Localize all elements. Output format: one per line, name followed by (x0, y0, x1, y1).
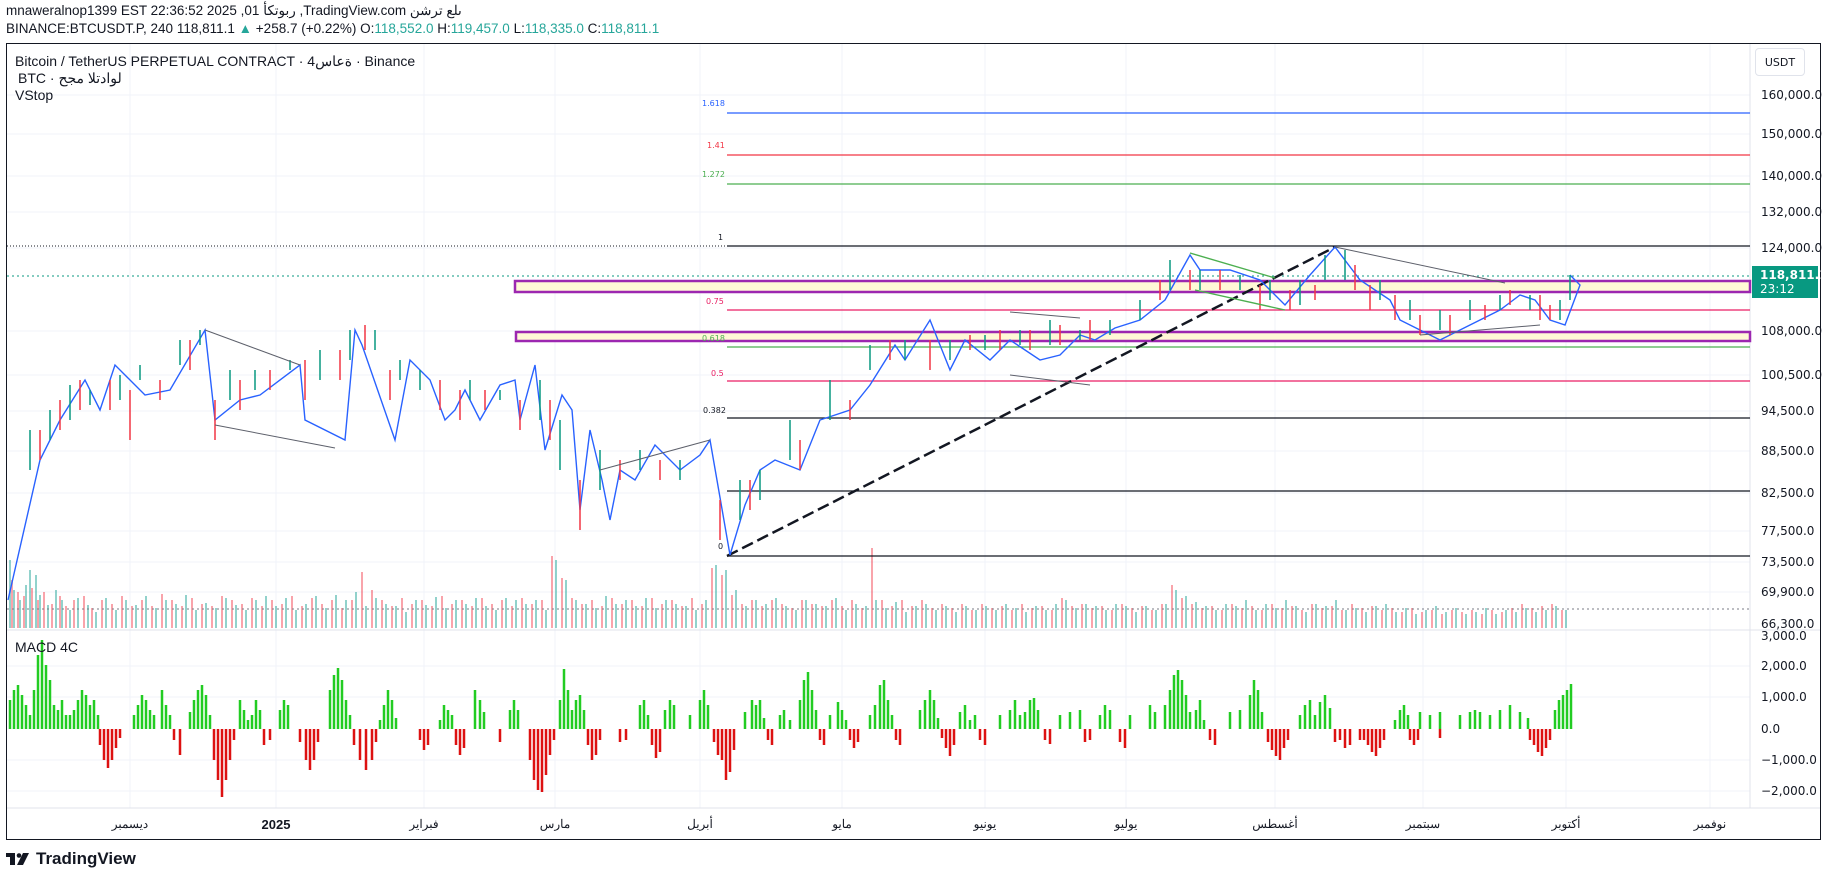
publish-info: mnaweralnop1399 EST 22:36:52 2025 ,01 رب… (6, 3, 462, 18)
macd-tick: 3,000.0 (1761, 629, 1807, 643)
price-tick: 66,300.0 (1761, 617, 1815, 631)
time-tick: أبريل (687, 817, 713, 831)
price-tick: 132,000.0 (1761, 205, 1823, 219)
price-change: +258.7 (+0.22%) (255, 21, 357, 36)
macd-tick: 1,000.0 (1761, 690, 1807, 704)
time-tick: سبتمبر (1405, 817, 1441, 831)
macd-histogram (8, 640, 1573, 797)
price-tick: 94,500.0 (1761, 404, 1815, 418)
current-price-value: 118,811.1 (1760, 268, 1828, 282)
time-tick: فبراير (409, 817, 439, 831)
currency-button[interactable]: USDT (1755, 48, 1805, 76)
trendline[interactable] (726, 245, 1336, 558)
vstop-legend[interactable]: VStop (15, 87, 54, 103)
macd-tick: −2,000.0 (1761, 784, 1817, 798)
fib-label-0618: 0.618 (702, 334, 725, 343)
price-tick: 88,500.0 (1761, 444, 1815, 458)
tradingview-logo-icon (6, 853, 29, 865)
price-tick: 77,500.0 (1761, 524, 1815, 538)
macd-tick: 0.0 (1761, 722, 1781, 736)
symbol-ohlc-bar: BINANCE:BTCUSDT.P, 240 118,811.1 ▲ +258.… (6, 21, 659, 36)
volume-bars (7, 548, 1750, 628)
price-tick: 124,000.0 (1761, 241, 1823, 255)
open-label: O: (360, 21, 375, 36)
price-tick: 160,000.0 (1761, 88, 1823, 102)
fib-label-0382: 0.382 (703, 406, 726, 415)
close-value: 118,811.1 (601, 21, 660, 36)
logo-text: TradingView (36, 849, 136, 868)
fib-label-1: 1 (718, 233, 724, 242)
low-value: 118,335.0 (524, 21, 584, 36)
fib-label-1618: 1.618 (702, 99, 725, 108)
price-tick: 100,500.0 (1761, 368, 1823, 382)
time-tick: مارس (539, 817, 571, 831)
high-value: 119,457.0 (450, 21, 510, 36)
price-tick: 73,500.0 (1761, 555, 1815, 569)
time-tick: مايو (832, 817, 852, 831)
fib-label-141: 1.41 (707, 141, 725, 150)
up-arrow-icon: ▲ (238, 21, 253, 36)
price-tick: 108,000.0 (1761, 324, 1823, 338)
macd-tick: −1,000.0 (1761, 753, 1817, 767)
volume-legend[interactable]: BTC · لوادتلا مجح (18, 70, 122, 86)
time-tick: يوليو (1114, 817, 1138, 831)
low-label: L: (513, 21, 525, 36)
tradingview-logo[interactable]: TradingView (6, 849, 136, 869)
time-tick: أكتوبر (1551, 817, 1581, 831)
high-label: H: (437, 21, 451, 36)
time-tick: نوفمبر (1693, 817, 1727, 831)
time-tick-year: 2025 (261, 817, 291, 832)
current-price-tag: 118,811.1 23:12 (1752, 266, 1828, 298)
fib-retracement[interactable] (7, 112, 1750, 557)
price-series (7, 245, 1581, 601)
close-label: C: (587, 21, 602, 36)
chart-frame[interactable] (6, 43, 1821, 840)
price-tick: 82,500.0 (1761, 486, 1815, 500)
macd-tick: 2,000.0 (1761, 659, 1807, 673)
bar-countdown: 23:12 (1760, 282, 1795, 296)
pattern-lines[interactable] (204, 246, 1541, 471)
fib-label-0: 0 (718, 542, 724, 551)
price-tick: 69,900.0 (1761, 585, 1815, 599)
time-tick: ديسمبر (111, 817, 149, 831)
price-tick: 140,000.0 (1761, 169, 1823, 183)
zones[interactable] (513, 279, 1752, 343)
grid (7, 44, 1750, 808)
price-tick: 150,000.0 (1761, 127, 1823, 141)
symbol-label[interactable]: BINANCE:BTCUSDT.P, 240 (6, 21, 174, 36)
macd-legend[interactable]: MACD 4C (15, 639, 79, 655)
open-value: 118,552.0 (374, 21, 434, 36)
symbol-legend[interactable]: Bitcoin / TetherUS PERPETUAL CONTRACT · … (15, 53, 416, 69)
fib-label-1272: 1.272 (702, 170, 725, 179)
time-tick: يونيو (973, 817, 997, 831)
fib-label-05: 0.5 (711, 369, 724, 378)
candles (29, 250, 1571, 540)
last-price: 118,811.1 (176, 21, 235, 36)
fib-label-075: 0.75 (706, 297, 724, 306)
green-channel[interactable] (1189, 252, 1286, 311)
time-tick: أغسطس (1252, 817, 1298, 831)
